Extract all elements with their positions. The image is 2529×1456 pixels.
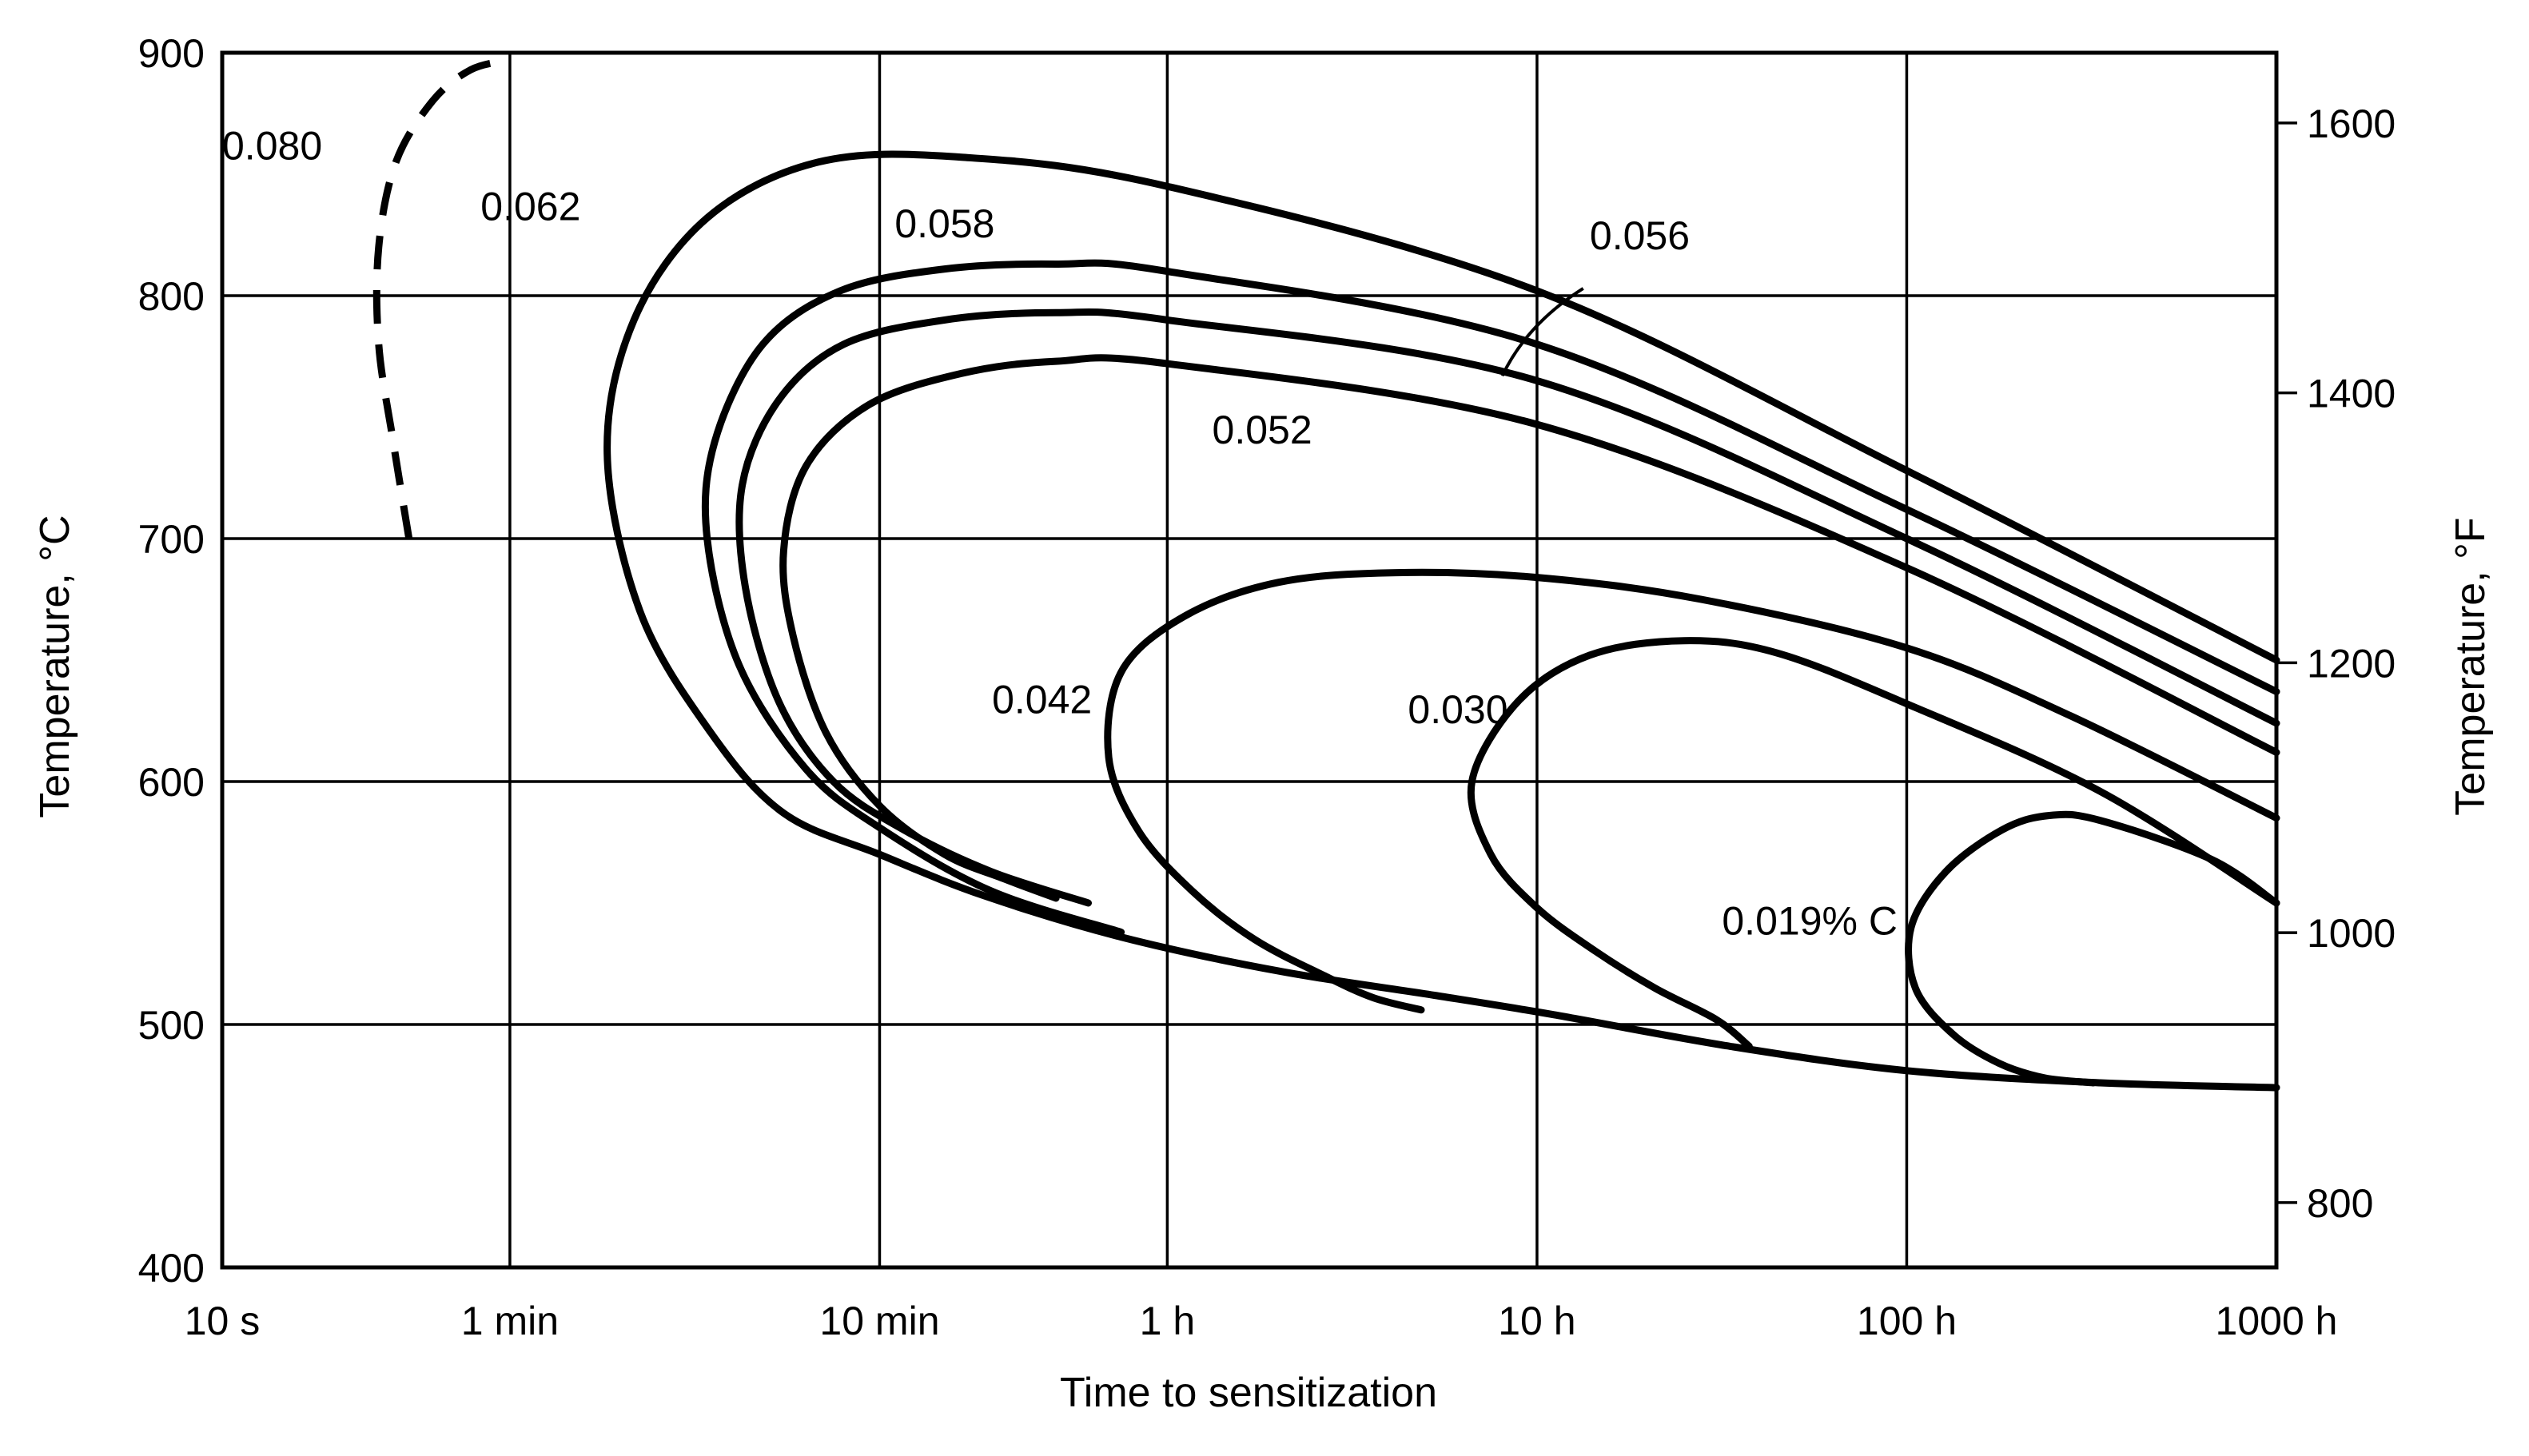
curve-label-0-030: 0.030: [1408, 687, 1507, 732]
x-tick-label-10-s: 10 s: [185, 1299, 261, 1343]
curve-label-0-052: 0.052: [1213, 408, 1312, 452]
y2-tick-label-1200: 1200: [2307, 641, 2396, 686]
x-tick-label-100-h: 100 h: [1857, 1299, 1957, 1343]
y-axis-title: Temperature, °C: [32, 515, 78, 818]
y-tick-label-500: 500: [138, 1003, 205, 1048]
curve-0-080: [372, 56, 511, 539]
curve-0-058: [701, 259, 2280, 936]
x-axis-ticks: 10 s 1 min 10 min 1 h 10 h 100 h 1000 h: [185, 1299, 2338, 1343]
x-tick-label-1-min: 1 min: [461, 1299, 559, 1343]
y2-axis-title: Temperature, °F: [2447, 517, 2494, 815]
y2-axis-ticks: 800 1000 1200 1400 1600: [2276, 101, 2396, 1226]
y2-tick-label-800: 800: [2307, 1181, 2373, 1226]
curve-label-0-056: 0.056: [1590, 213, 1690, 258]
curve-0-056: [735, 308, 2280, 907]
curve-label-0-080: 0.080: [222, 124, 322, 169]
leader-line-0-056: [1500, 287, 1584, 377]
curves: [372, 56, 2280, 1092]
curve-label-0-042: 0.042: [992, 678, 1092, 722]
y2-tick-label-1400: 1400: [2307, 372, 2396, 416]
curve-0-019-c: [1905, 810, 2280, 1087]
y-tick-label-700: 700: [138, 517, 205, 562]
plot-frame: [220, 50, 2279, 1270]
y2-tick-label-1600: 1600: [2307, 101, 2396, 146]
y-tick-label-400: 400: [138, 1246, 205, 1291]
curve-label-0-019-c: 0.019% C: [1722, 898, 1898, 943]
grid-lines: [222, 53, 2276, 1267]
y2-tick-label-1000: 1000: [2307, 911, 2396, 956]
curve-0-042: [1104, 568, 2280, 1014]
x-tick-label-1000-h: 1000 h: [2216, 1299, 2338, 1343]
y-tick-label-800: 800: [138, 274, 205, 319]
curve-labels: 0.080 0.062 0.058 0.056 0.052 0.042 0.030 0.019…: [222, 124, 1898, 944]
y-tick-label-900: 900: [138, 31, 205, 76]
x-tick-label-10-min: 10 min: [819, 1299, 939, 1343]
x-axis-title: Time to sensitization: [1060, 1370, 1437, 1416]
curve-0-052: [779, 354, 2280, 902]
curve-label-0-058: 0.058: [894, 201, 994, 246]
curve-label-0-062: 0.062: [480, 185, 580, 229]
y-axis-ticks: 400 500 600 700 800 900: [138, 31, 205, 1291]
x-tick-label-10-h: 10 h: [1498, 1299, 1575, 1343]
curve-0-030: [1467, 637, 2280, 1050]
y-tick-label-600: 600: [138, 760, 205, 805]
x-tick-label-1-h: 1 h: [1140, 1299, 1196, 1343]
curve-0-062: [603, 150, 2280, 1092]
